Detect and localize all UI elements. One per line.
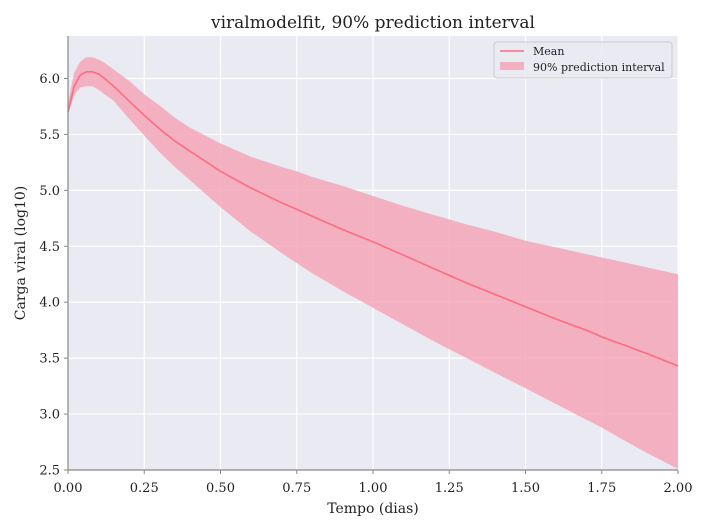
y-tick-label: 3.5 (39, 352, 60, 367)
y-tick-label: 4.5 (39, 240, 60, 255)
legend-interval-swatch (500, 62, 524, 70)
x-tick-label: 1.75 (587, 481, 616, 496)
y-tick-label: 5.0 (39, 184, 60, 199)
x-tick-label: 2.00 (664, 481, 693, 496)
y-tick-label: 3.0 (39, 408, 60, 423)
x-tick-label: 1.25 (435, 481, 464, 496)
legend-mean-label: Mean (533, 45, 564, 58)
y-axis-title: Carga viral (log10) (13, 186, 29, 320)
x-tick-label: 1.50 (511, 481, 540, 496)
y-tick-label: 6.0 (39, 72, 60, 87)
y-tick-label: 4.0 (39, 296, 60, 311)
x-tick-label: 1.00 (359, 481, 388, 496)
prediction-interval-group (68, 57, 678, 469)
y-tick-label: 5.5 (39, 128, 60, 143)
x-tick-label: 0.25 (130, 481, 159, 496)
x-axis-title: Tempo (dias) (327, 501, 419, 517)
legend: Mean 90% prediction interval (493, 41, 673, 79)
mean-line (67, 71, 679, 367)
prediction-interval-band (68, 57, 678, 469)
y-axis-ticks: 2.5 3.0 3.5 4.0 4.5 5.0 5.5 6.0 (39, 72, 68, 479)
y-tick-label: 2.5 (39, 464, 60, 479)
x-tick-label: 0.50 (206, 481, 235, 496)
mean-series-group (67, 71, 679, 367)
legend-interval-label: 90% prediction interval (533, 61, 665, 74)
x-axis-ticks: 0.00 0.25 0.50 0.75 1.00 1.25 1.50 1.75 2.00 (54, 470, 693, 496)
legend-box (493, 41, 673, 79)
x-tick-label: 0.75 (282, 481, 311, 496)
x-tick-label: 0.00 (54, 481, 83, 496)
chart-title: viralmodelfit, 90% prediction interval (210, 13, 535, 33)
